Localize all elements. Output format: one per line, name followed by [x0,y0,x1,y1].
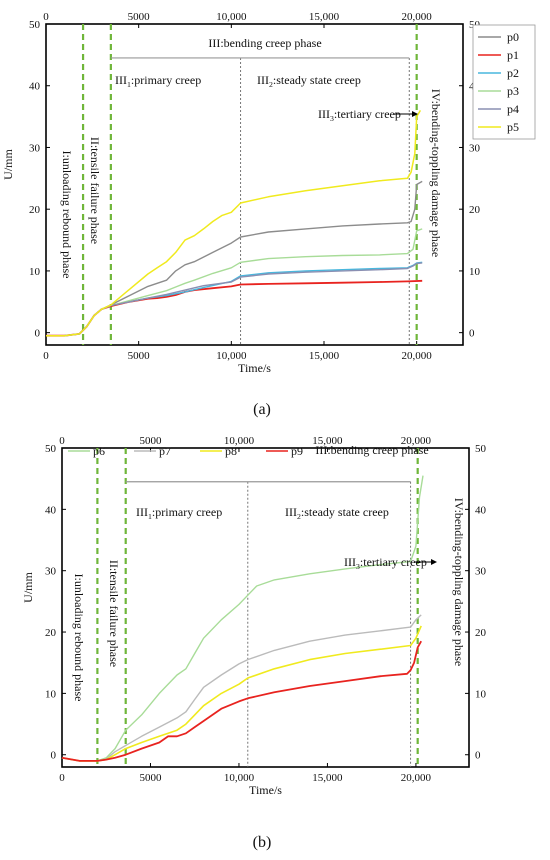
x-top-tick-label: 5000 [139,435,162,447]
series-line-p5 [46,110,422,337]
y-right-tick-label: 30 [469,142,481,154]
stage-label-tertiary: III3:tertiary creep [318,107,401,123]
stage-label-steady: III2:steady state creep [257,73,361,89]
y-tick-label: 10 [45,688,57,700]
x-axis-label: Time/s [238,361,271,375]
x-tick-label: 0 [43,350,49,362]
y-tick-label: 40 [29,81,41,93]
y-tick-label: 20 [29,204,41,216]
legend-label-p3: p3 [507,84,519,98]
phase-label-toppling: IV:bending-toppling damage phase [452,498,466,666]
x-top-tick-label: 0 [59,435,65,447]
series-line-p4 [46,262,423,337]
phase-label-tensile: II:tensile failure phase [88,137,102,244]
y-tick-label: 30 [29,142,41,154]
legend-label-p9: p9 [291,444,303,458]
phase-label-bending-creep: III:bending creep phase [315,443,428,457]
legend-label-p1: p1 [507,48,519,62]
phase-label-tensile: II:tensile failure phase [107,560,121,667]
legend-label-p6: p6 [93,444,105,458]
x-tick-label: 10,000 [216,350,247,362]
x-tick-label: 10,000 [224,772,255,784]
x-top-tick-label: 5000 [128,11,151,23]
y-axis-label: U/mm [1,149,15,180]
x-top-tick-label: 0 [43,11,49,23]
y-right-tick-label: 50 [475,443,487,455]
x-top-tick-label: 15,000 [312,435,343,447]
legend-label-p7: p7 [159,444,171,458]
chart-a: 005000500010,00010,00015,00015,00020,000… [1,11,536,375]
x-tick-label: 20,000 [401,772,432,784]
y-tick-label: 40 [45,504,57,516]
y-right-tick-label: 0 [469,328,475,340]
x-top-tick-label: 10,000 [224,435,255,447]
legend-label-p5: p5 [507,120,519,134]
y-tick-label: 50 [29,19,41,31]
plot-frame [61,447,470,768]
y-right-tick-label: 10 [475,688,487,700]
stage-label-steady: III2:steady state creep [285,505,389,521]
legend-label-p0: p0 [507,30,519,44]
plot-frame [45,23,464,346]
y-tick-label: 10 [29,266,41,278]
y-right-tick-label: 20 [469,204,481,216]
legend-label-p2: p2 [507,66,519,80]
stage-label-primary: III1:primary creep [115,73,201,89]
phase-label-unloading: I:unloading rebound phase [60,151,74,279]
x-tick-label: 15,000 [312,772,343,784]
x-tick-label: 15,000 [309,350,340,362]
x-tick-label: 5000 [128,350,151,362]
tertiary-arrow-head [431,559,437,565]
y-tick-label: 0 [35,328,41,340]
y-right-tick-label: 0 [475,750,481,762]
x-tick-label: 20,000 [402,350,433,362]
series-line-p2 [46,261,423,337]
series-line-p8 [61,625,422,762]
tertiary-arrow-head [412,111,418,117]
series-line-p6 [61,475,424,762]
y-right-tick-label: 10 [469,266,481,278]
x-top-tick-label: 20,000 [402,11,433,23]
caption-b: (b) [252,834,272,851]
y-tick-label: 30 [45,566,57,578]
y-right-tick-label: 40 [475,504,487,516]
phase-label-unloading: I:unloading rebound phase [72,574,86,702]
x-top-tick-label: 20,000 [401,435,432,447]
stage-label-primary: III1:primary creep [136,505,222,521]
legend-box [472,24,536,140]
y-right-tick-label: 30 [475,566,487,578]
legend-label-p4: p4 [507,102,519,116]
y-tick-label: 50 [45,443,57,455]
x-tick-label: 5000 [139,772,162,784]
phase-label-toppling: IV:bending-toppling damage phase [429,89,443,257]
y-right-tick-label: 20 [475,627,487,639]
series-line-p9 [61,640,422,762]
y-tick-label: 20 [45,627,57,639]
x-tick-label: 0 [59,772,65,784]
chart-b: 005000500010,00010,00015,00015,00020,000… [21,435,487,797]
series-line-p7 [61,614,422,762]
y-tick-label: 0 [51,750,57,762]
x-top-tick-label: 10,000 [216,11,247,23]
stage-label-tertiary: III3:tertiary creep [344,555,427,571]
x-top-tick-label: 15,000 [309,11,340,23]
y-axis-label: U/mm [21,572,35,603]
legend-label-p8: p8 [225,444,237,458]
caption-a: (a) [253,401,271,418]
x-axis-label: Time/s [249,783,282,797]
phase-label-bending-creep: III:bending creep phase [208,36,321,50]
